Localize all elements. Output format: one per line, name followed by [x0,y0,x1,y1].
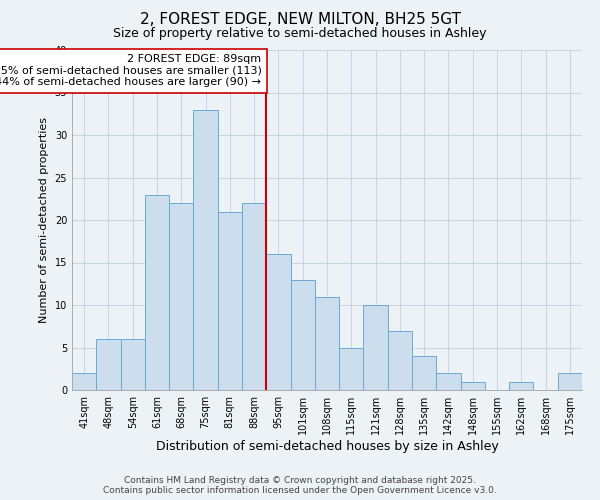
Bar [315,296,339,390]
Text: Contains HM Land Registry data © Crown copyright and database right 2025.
Contai: Contains HM Land Registry data © Crown c… [103,476,497,495]
Bar [96,339,121,390]
Bar [169,203,193,390]
Bar [121,339,145,390]
Bar [558,373,582,390]
Bar [388,330,412,390]
Bar [339,348,364,390]
Bar [364,305,388,390]
Bar [145,194,169,390]
Bar [509,382,533,390]
Bar [218,212,242,390]
Bar [290,280,315,390]
Bar [193,110,218,390]
Bar [436,373,461,390]
Text: 2, FOREST EDGE, NEW MILTON, BH25 5GT: 2, FOREST EDGE, NEW MILTON, BH25 5GT [139,12,461,28]
Y-axis label: Number of semi-detached properties: Number of semi-detached properties [39,117,49,323]
Text: Size of property relative to semi-detached houses in Ashley: Size of property relative to semi-detach… [113,28,487,40]
X-axis label: Distribution of semi-detached houses by size in Ashley: Distribution of semi-detached houses by … [155,440,499,453]
Bar [72,373,96,390]
Bar [412,356,436,390]
Bar [266,254,290,390]
Bar [242,203,266,390]
Text: 2 FOREST EDGE: 89sqm
← 55% of semi-detached houses are smaller (113)
44% of semi: 2 FOREST EDGE: 89sqm ← 55% of semi-detac… [0,54,262,88]
Bar [461,382,485,390]
